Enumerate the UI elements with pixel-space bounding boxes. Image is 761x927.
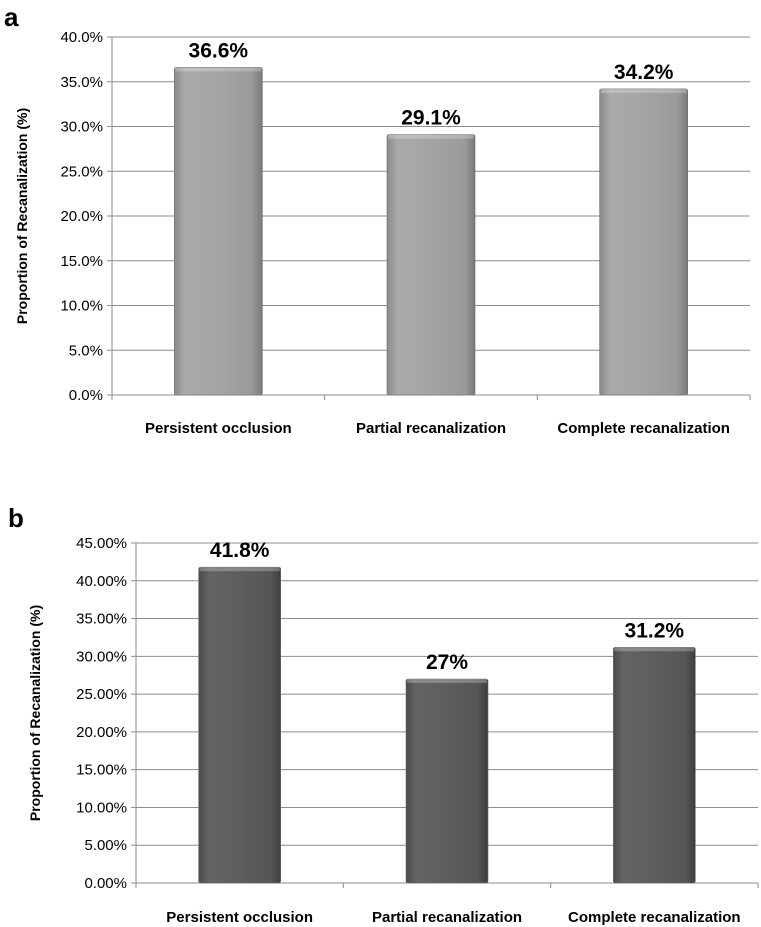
data-label: 36.6% [189,39,249,62]
y-tick-label: 30.00% [76,648,127,665]
y-tick-labels-b: 0.00% 5.00% 10.00% 15.00% 20.00% 25.00% 30.00%… [76,535,127,892]
category-label: Persistent occlusion [145,420,292,437]
bar-3 [599,88,688,396]
y-tick-label: 20.0% [60,208,103,225]
y-tick-label: 5.00% [84,837,127,854]
category-label: Complete recanalization [557,420,730,437]
y-axis-label-a: Proportion of Recanalization (%) [14,108,30,324]
y-tick-label: 15.00% [76,762,127,779]
y-tick-label: 10.00% [76,799,127,816]
bar-1 [198,566,281,884]
y-tick-label: 45.00% [76,535,127,552]
category-label: Partial recanalization [356,420,506,437]
chart-panel-b: b 0.00% 5.00% 10.00% 15.00% 20.00% 25.00% 30.0… [8,503,759,926]
category-labels-b: Persistent occlusion Partial recanalizati… [166,909,740,926]
bar-2 [405,678,489,884]
bar-bevel [199,567,280,572]
panel-letter-a: a [4,2,19,32]
bar-2 [386,134,476,396]
y-tick-label: 40.00% [76,573,127,590]
panel-letter-b: b [8,503,24,533]
data-label: 34.2% [614,61,674,84]
bar-bevel [388,134,474,139]
y-axis-label-b: Proportion of Recanalization (%) [27,605,43,821]
data-label: 41.8% [210,539,270,562]
data-label: 27% [426,651,468,674]
y-tick-label: 15.0% [60,253,103,270]
y-tick-label: 30.0% [60,119,103,136]
y-tick-label: 5.0% [69,342,103,359]
y-tick-label: 25.0% [60,163,103,180]
y-tick-label: 25.00% [76,686,127,703]
data-labels-b: 41.8% 27% 31.2% [210,539,685,674]
bar-bevel [614,647,695,652]
y-tick-labels-a: 0.0% 5.0% 10.0% 15.0% 20.0% 25.0% 30.0% 35.0% 40… [60,29,103,404]
y-tick-label: 10.0% [60,298,103,315]
bar-3 [613,646,696,884]
category-labels-a: Persistent occlusion Partial recanalizati… [145,420,730,437]
category-label: Partial recanalization [372,909,522,926]
bar-bevel [175,67,262,72]
y-tick-label: 35.00% [76,611,127,628]
y-tick-label: 0.00% [84,875,127,892]
bar-bevel [407,679,487,683]
bars-b [198,566,696,884]
data-label: 29.1% [401,107,461,130]
data-label: 31.2% [625,619,685,642]
y-tick-label: 0.0% [69,387,103,404]
y-tick-label: 35.0% [60,74,103,91]
chart-panel-a: a 0.0% 5.0% 10.0% 15.0% 20.0% 25.0% 30.0% 35.0%… [4,2,751,437]
bar-bevel [600,88,687,93]
category-label: Persistent occlusion [166,909,313,926]
data-labels-a: 36.6% 29.1% 34.2% [189,39,674,129]
y-tick-label: 20.00% [76,724,127,741]
category-label: Complete recanalization [568,909,741,926]
bars-a [174,67,688,396]
bar-1 [174,67,263,396]
y-tick-label: 40.0% [60,29,103,46]
